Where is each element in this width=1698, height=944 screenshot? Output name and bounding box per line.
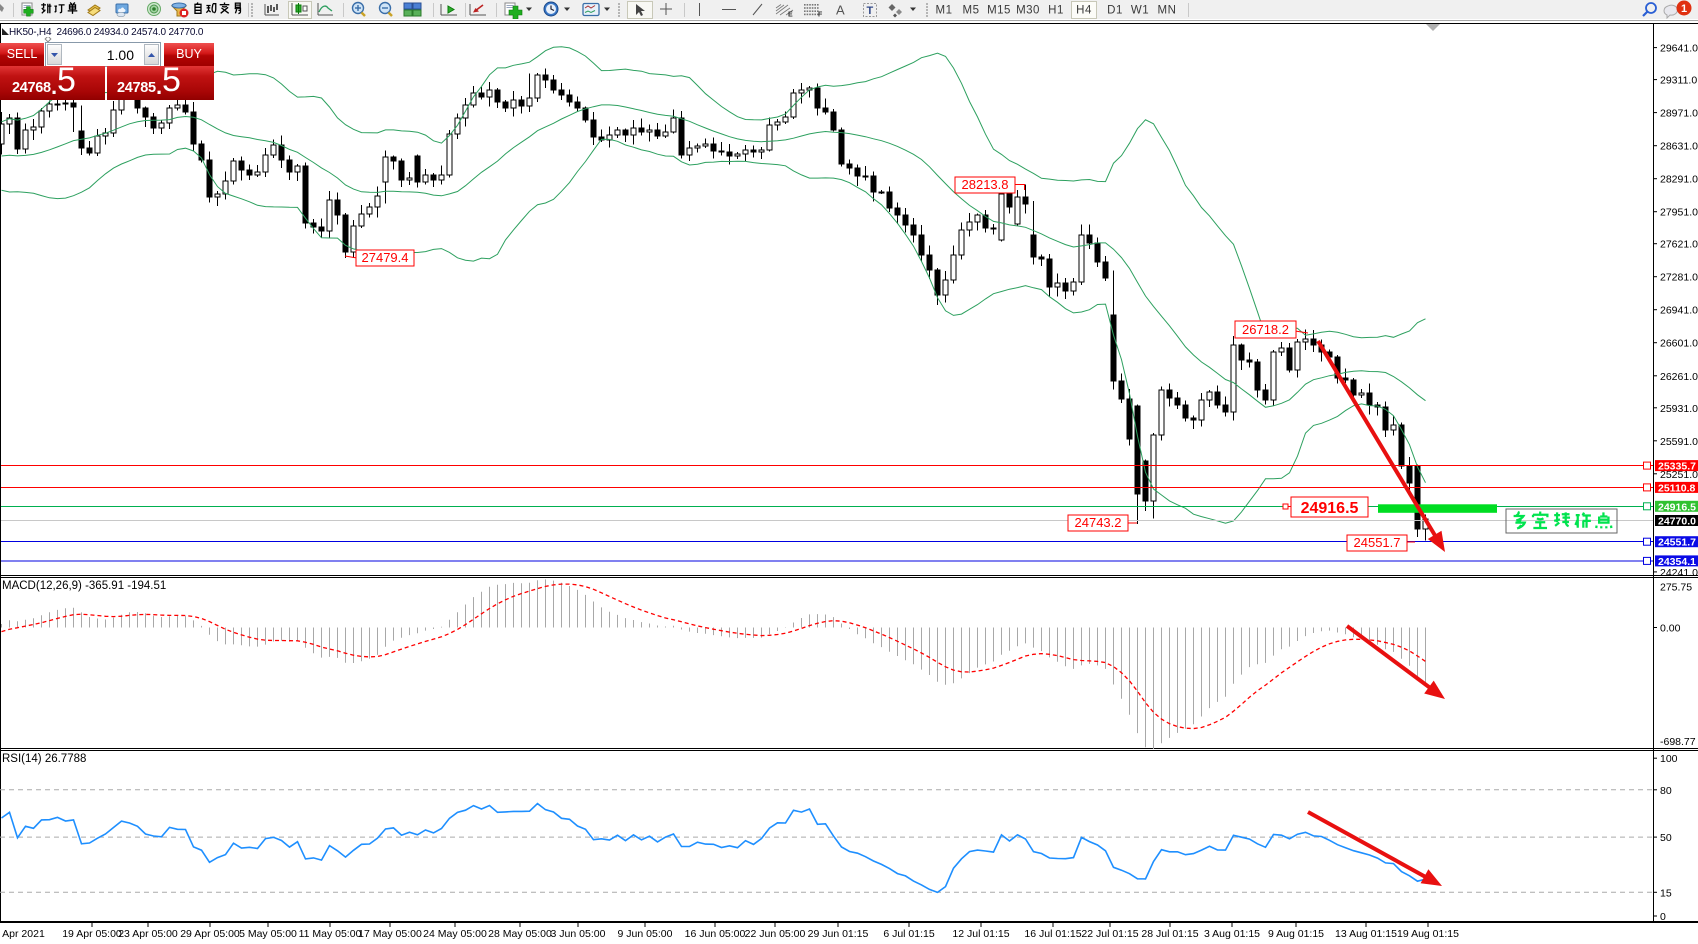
svg-text:22 Jul 01:15: 22 Jul 01:15 xyxy=(1081,928,1138,940)
svg-text:MACD(12,26,9) -365.91 -194.51: MACD(12,26,9) -365.91 -194.51 xyxy=(2,580,166,592)
svg-text:19 Apr 05:00: 19 Apr 05:00 xyxy=(62,928,122,940)
svg-text:0: 0 xyxy=(1660,911,1666,923)
svg-text:A: A xyxy=(836,3,845,18)
svg-text:16 Jun 05:00: 16 Jun 05:00 xyxy=(685,928,746,940)
svg-text:0.00: 0.00 xyxy=(1660,623,1681,635)
svg-text:24770.0: 24770.0 xyxy=(1658,516,1696,528)
svg-text:28631.0: 28631.0 xyxy=(1660,141,1698,153)
svg-text:16 Jul 01:15: 16 Jul 01:15 xyxy=(1024,928,1081,940)
svg-text:15: 15 xyxy=(1660,887,1672,899)
svg-text:D1: D1 xyxy=(1107,5,1123,17)
svg-text:24241.0: 24241.0 xyxy=(1660,567,1698,579)
svg-text:26261.0: 26261.0 xyxy=(1660,371,1698,383)
svg-text:27281.0: 27281.0 xyxy=(1660,272,1698,284)
svg-text:29641.0: 29641.0 xyxy=(1660,43,1698,55)
svg-text:24551.7: 24551.7 xyxy=(1658,537,1696,549)
svg-text:25335.7: 25335.7 xyxy=(1658,461,1696,473)
svg-text:50: 50 xyxy=(1660,832,1672,844)
svg-text:MN: MN xyxy=(1158,5,1177,17)
svg-text:24916.5: 24916.5 xyxy=(1658,501,1696,513)
svg-text:28971.0: 28971.0 xyxy=(1660,108,1698,120)
svg-text:27621.0: 27621.0 xyxy=(1660,239,1698,251)
svg-text:28291.0: 28291.0 xyxy=(1660,174,1698,186)
svg-text:275.75: 275.75 xyxy=(1660,582,1692,594)
svg-text:25931.0: 25931.0 xyxy=(1660,403,1698,415)
svg-text:25251.0: 25251.0 xyxy=(1660,469,1698,481)
svg-text:28 Jul 01:15: 28 Jul 01:15 xyxy=(1141,928,1198,940)
svg-text:M30: M30 xyxy=(1016,5,1040,17)
svg-text:M15: M15 xyxy=(987,5,1011,17)
svg-text:9 Jun 05:00: 9 Jun 05:00 xyxy=(618,928,673,940)
svg-text:1: 1 xyxy=(1681,3,1687,15)
svg-text:6 Jul 01:15: 6 Jul 01:15 xyxy=(883,928,935,940)
svg-text:24916.5: 24916.5 xyxy=(1301,500,1359,517)
svg-text:27479.4: 27479.4 xyxy=(362,250,409,265)
svg-text:H1: H1 xyxy=(1048,5,1064,17)
svg-text:3 Apr 2021: 3 Apr 2021 xyxy=(0,928,45,940)
svg-text:80: 80 xyxy=(1660,785,1672,797)
svg-text:13 Aug 01:15: 13 Aug 01:15 xyxy=(1335,928,1397,940)
svg-text:RSI(14) 26.7788: RSI(14) 26.7788 xyxy=(2,753,86,765)
svg-text:25591.0: 25591.0 xyxy=(1660,436,1698,448)
svg-text:5 May 05:00: 5 May 05:00 xyxy=(239,928,297,940)
svg-text:27951.0: 27951.0 xyxy=(1660,207,1698,219)
svg-text:24354.1: 24354.1 xyxy=(1658,556,1696,568)
svg-text:W1: W1 xyxy=(1131,5,1149,17)
svg-text:M1: M1 xyxy=(936,5,953,17)
svg-text:9 Aug 01:15: 9 Aug 01:15 xyxy=(1268,928,1324,940)
svg-text:23 Apr 05:00: 23 Apr 05:00 xyxy=(118,928,178,940)
svg-text:-698.77: -698.77 xyxy=(1660,736,1696,748)
svg-text:3 Aug 01:15: 3 Aug 01:15 xyxy=(1204,928,1260,940)
svg-text:H4: H4 xyxy=(1076,5,1092,17)
svg-text:29311.0: 29311.0 xyxy=(1660,75,1697,87)
svg-text:28 May 05:00: 28 May 05:00 xyxy=(488,928,552,940)
svg-text:E: E xyxy=(788,12,793,19)
svg-text:M5: M5 xyxy=(963,5,980,17)
svg-text:22 Jun 05:00: 22 Jun 05:00 xyxy=(745,928,806,940)
svg-text:F: F xyxy=(818,12,823,19)
svg-text:T: T xyxy=(867,5,874,17)
svg-text:24 May 05:00: 24 May 05:00 xyxy=(423,928,487,940)
svg-text:3 Jun 05:00: 3 Jun 05:00 xyxy=(551,928,606,940)
svg-text:12 Jul 01:15: 12 Jul 01:15 xyxy=(952,928,1009,940)
svg-text:26941.0: 26941.0 xyxy=(1660,305,1698,317)
svg-text:28213.8: 28213.8 xyxy=(962,177,1009,192)
svg-text:26718.2: 26718.2 xyxy=(1242,322,1289,337)
svg-text:17 May 05:00: 17 May 05:00 xyxy=(358,928,422,940)
svg-text:29 Jun 01:15: 29 Jun 01:15 xyxy=(808,928,869,940)
svg-text:29 Apr 05:00: 29 Apr 05:00 xyxy=(180,928,240,940)
svg-text:24743.2: 24743.2 xyxy=(1075,515,1122,530)
svg-text:100: 100 xyxy=(1660,753,1678,765)
svg-text:11 May 05:00: 11 May 05:00 xyxy=(299,928,362,940)
svg-text:19 Aug 01:15: 19 Aug 01:15 xyxy=(1397,928,1459,940)
svg-text:25110.8: 25110.8 xyxy=(1658,482,1696,494)
svg-text:24551.7: 24551.7 xyxy=(1354,535,1401,550)
svg-text:26601.0: 26601.0 xyxy=(1660,338,1698,350)
